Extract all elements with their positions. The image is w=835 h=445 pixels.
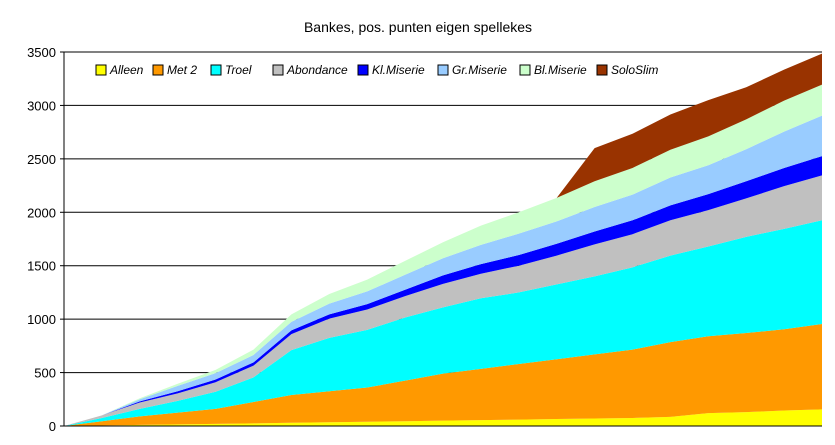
legend-swatch: [210, 64, 222, 76]
y-tick-label: 3000: [27, 98, 56, 113]
area-bl-miserie: [64, 84, 822, 426]
legend-swatch: [357, 64, 369, 76]
area-troel: [64, 220, 822, 426]
legend-item-met-2: Met 2: [152, 63, 197, 77]
legend-item-gr-miserie: Gr.Miserie: [437, 63, 507, 77]
area-abondance: [64, 175, 822, 426]
chart-title: Bankes, pos. punten eigen spellekes: [304, 19, 532, 35]
legend-item-alleen: Alleen: [95, 63, 144, 77]
y-tick-label: 1000: [27, 312, 56, 327]
legend-item-abondance: Abondance: [272, 63, 348, 77]
legend-item-bl-miserie: Bl.Miserie: [519, 63, 587, 77]
area-kl-miserie: [64, 156, 822, 426]
legend-label: Bl.Miserie: [534, 63, 587, 77]
y-tick-label: 3500: [27, 45, 56, 60]
legend-item-troel: Troel: [210, 63, 252, 77]
legend-label: Troel: [225, 63, 252, 77]
legend-label: Met 2: [167, 63, 197, 77]
legend-swatch: [519, 64, 531, 76]
area-gr-miserie: [64, 115, 822, 426]
y-tick-label: 500: [34, 366, 56, 381]
area-alleen: [64, 409, 822, 426]
legend-label: Gr.Miserie: [452, 63, 507, 77]
legend-label: Abondance: [286, 63, 348, 77]
legend-swatch: [152, 64, 164, 76]
legend-swatch: [272, 64, 284, 76]
y-tick-label: 1500: [27, 259, 56, 274]
stacked-areas: [64, 53, 822, 427]
y-tick-label: 2500: [27, 152, 56, 167]
y-tick-label: 0: [49, 419, 56, 434]
area-soloslim: [64, 53, 822, 427]
area-met-2: [64, 323, 822, 426]
legend: Alleen Met 2 Troel Abondance Kl.Miserie Gr.Mi…: [95, 63, 658, 77]
legend-item-kl-miserie: Kl.Miserie: [357, 63, 425, 77]
legend-item-soloslim: SoloSlim: [596, 63, 658, 77]
legend-label: Kl.Miserie: [372, 63, 425, 77]
legend-label: SoloSlim: [611, 63, 658, 77]
legend-label: Alleen: [109, 63, 144, 77]
legend-swatch: [437, 64, 449, 76]
legend-swatch: [95, 64, 107, 76]
y-tick-labels: 0 500 1000 1500 2000 2500 3000 3500: [27, 45, 56, 434]
axes: [60, 51, 822, 427]
y-tick-label: 2000: [27, 205, 56, 220]
legend-swatch: [596, 64, 608, 76]
